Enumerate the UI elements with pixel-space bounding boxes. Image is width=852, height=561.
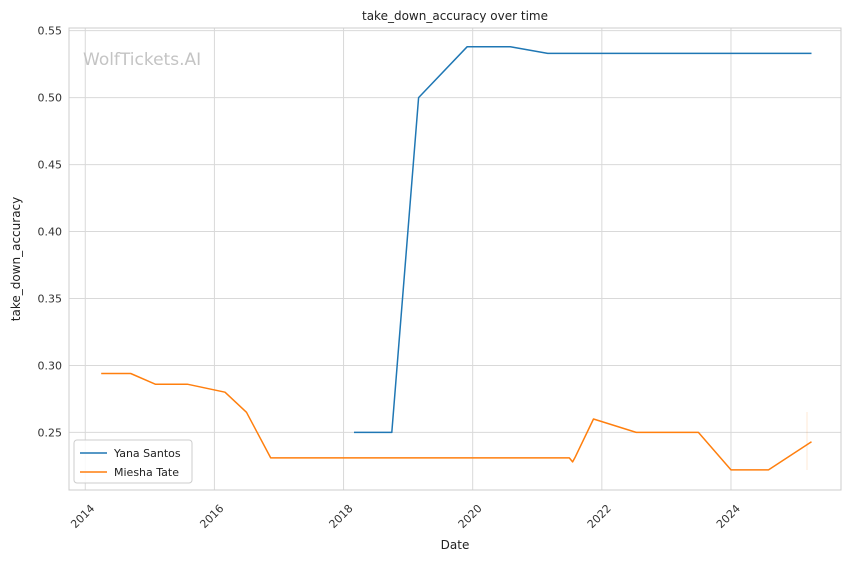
series-lines: [101, 45, 812, 471]
x-axis-label: Date: [441, 538, 470, 552]
legend-label-miesha-tate: Miesha Tate: [114, 466, 179, 479]
plot-background: [69, 28, 841, 490]
chart-title: take_down_accuracy over time: [362, 9, 548, 23]
plot-area: WolfTickets.AI: [68, 27, 842, 491]
watermark-text: WolfTickets.AI: [83, 50, 201, 70]
y-axis-tick-labels: 0.25 0.30 0.35 0.40 0.45 0.50 0.55: [38, 25, 63, 440]
y-tick-label: 0.30: [38, 359, 63, 372]
y-tick-label: 0.40: [38, 226, 63, 239]
legend: Yana Santos Miesha Tate: [73, 439, 193, 484]
y-tick-label: 0.35: [38, 293, 63, 306]
y-tick-label: 0.50: [38, 92, 63, 105]
x-grid: [84, 28, 732, 490]
series-line-yana-santos: [354, 45, 812, 434]
y-axis-label: take_down_accuracy: [9, 197, 23, 321]
series-line-miesha-tate: [101, 372, 812, 471]
plot-frame: [68, 27, 842, 491]
y-grid: [69, 30, 841, 433]
legend-label-yana-santos: Yana Santos: [113, 447, 181, 460]
y-tick-label: 0.55: [38, 25, 63, 38]
y-tick-label: 0.25: [38, 426, 63, 439]
y-tick-label: 0.45: [38, 159, 63, 172]
